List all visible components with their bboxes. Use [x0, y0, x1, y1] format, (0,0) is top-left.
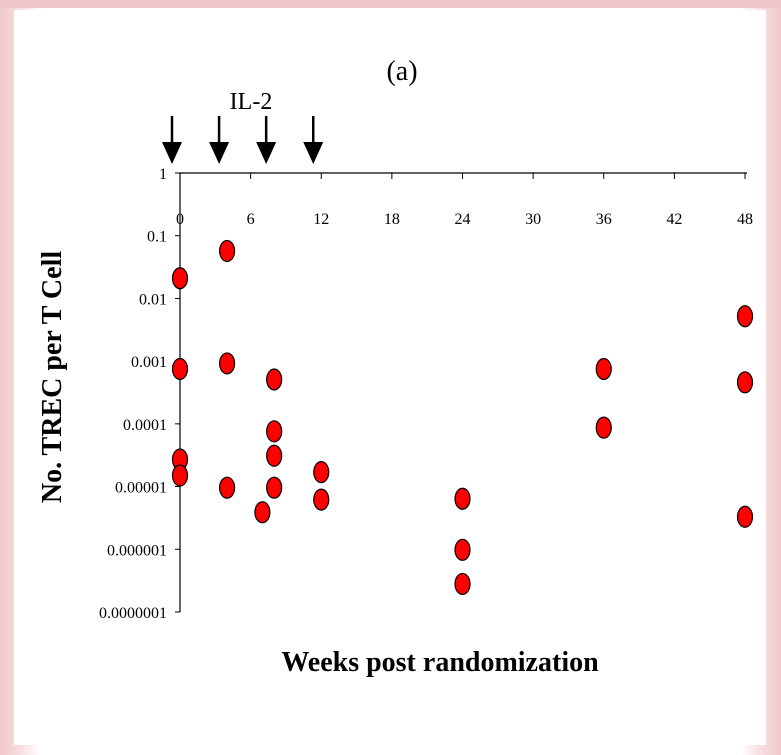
- slide-area: [14, 10, 766, 745]
- y-tick-label: 0.00001: [115, 480, 167, 497]
- chart-title: (a): [386, 56, 417, 87]
- data-point: [736, 305, 754, 328]
- y-tick-label: 0.01: [139, 291, 167, 308]
- y-axis-label: No. TREC per T Cell: [37, 251, 68, 504]
- data-point: [736, 371, 754, 394]
- x-tick-label: 24: [455, 211, 471, 228]
- y-tick-label: 0.0001: [123, 417, 167, 434]
- data-point: [266, 368, 283, 391]
- y-tick-label: 0.000001: [107, 542, 167, 559]
- x-tick-label: 12: [313, 211, 329, 228]
- y-tick-label: 1: [159, 166, 167, 183]
- x-axis-label: Weeks post randomization: [281, 647, 599, 678]
- top-border: [0, 0, 781, 8]
- y-tick-label: 0.001: [131, 354, 167, 371]
- data-point: [595, 416, 612, 439]
- x-tick-label: 42: [666, 211, 682, 228]
- x-tick-label: 18: [384, 211, 400, 228]
- il2-arrows: [162, 116, 324, 164]
- x-tick-label: 6: [247, 211, 255, 228]
- data-point: [595, 357, 612, 381]
- data-point: [313, 461, 330, 484]
- data-point: [254, 501, 271, 524]
- data-point: [218, 352, 236, 375]
- x-tick-label: 48: [737, 211, 753, 228]
- x-axis-ticks: 0 6 12 18 24 30 36 42 48: [176, 173, 753, 228]
- y-axis-ticks: 1 0.1 0.01 0.001 0.0001 0.00001 0.000001 0.0000…: [99, 166, 180, 622]
- data-point: [266, 444, 283, 467]
- data-point: [218, 476, 236, 499]
- data-point: [454, 487, 471, 510]
- data-point: [266, 476, 283, 499]
- x-tick-label: 36: [596, 211, 612, 228]
- arrow-head: [303, 142, 324, 164]
- y-tick-label: 0.1: [147, 229, 167, 246]
- data-point: [171, 267, 189, 290]
- data-point: [266, 420, 283, 443]
- data-points: [171, 239, 754, 596]
- data-point: [171, 464, 189, 487]
- data-point: [218, 239, 236, 263]
- data-point: [454, 538, 471, 561]
- data-point: [454, 572, 471, 596]
- arrow-head: [162, 142, 182, 164]
- data-point: [313, 488, 330, 511]
- arrow-head: [256, 142, 277, 164]
- data-point: [171, 357, 189, 381]
- y-tick-label: 0.0000001: [99, 605, 167, 622]
- x-tick-label: 0: [176, 211, 184, 228]
- data-point: [736, 505, 754, 528]
- x-tick-label: 30: [525, 211, 541, 228]
- il2-annotation-label: IL-2: [230, 89, 273, 115]
- arrow-head: [209, 142, 230, 164]
